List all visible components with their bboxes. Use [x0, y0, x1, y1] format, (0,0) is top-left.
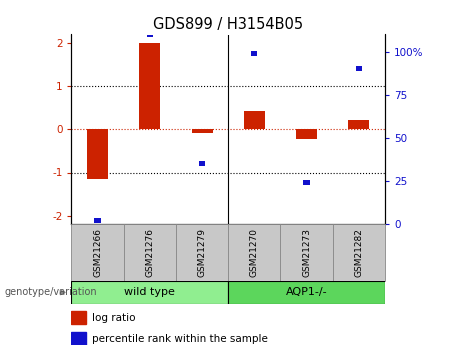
Bar — [71, 281, 228, 304]
Text: GSM21276: GSM21276 — [145, 228, 154, 277]
Bar — [244, 111, 265, 129]
Text: GSM21279: GSM21279 — [198, 228, 207, 277]
Bar — [228, 224, 280, 281]
Bar — [199, 161, 205, 166]
Text: GSM21266: GSM21266 — [93, 228, 102, 277]
Bar — [139, 43, 160, 129]
Bar — [87, 129, 108, 179]
Text: wild type: wild type — [124, 287, 175, 297]
Bar — [147, 32, 153, 37]
Text: percentile rank within the sample: percentile rank within the sample — [92, 334, 268, 344]
Bar — [71, 332, 86, 345]
Text: genotype/variation: genotype/variation — [5, 287, 97, 297]
Title: GDS899 / H3154B05: GDS899 / H3154B05 — [153, 17, 303, 32]
Bar — [356, 66, 362, 71]
Text: GSM21282: GSM21282 — [355, 228, 363, 277]
Text: GSM21270: GSM21270 — [250, 228, 259, 277]
Bar — [303, 180, 310, 185]
Bar — [124, 224, 176, 281]
Bar — [71, 224, 124, 281]
Text: AQP1-/-: AQP1-/- — [286, 287, 327, 297]
Bar — [280, 224, 333, 281]
Text: GSM21273: GSM21273 — [302, 228, 311, 277]
Bar — [228, 281, 385, 304]
Bar — [296, 129, 317, 139]
Bar — [71, 311, 86, 324]
Bar — [251, 51, 257, 56]
Bar — [192, 129, 213, 133]
Text: log ratio: log ratio — [92, 313, 136, 323]
Bar — [349, 120, 369, 129]
Bar — [176, 224, 228, 281]
Bar — [95, 218, 100, 223]
Bar — [333, 224, 385, 281]
